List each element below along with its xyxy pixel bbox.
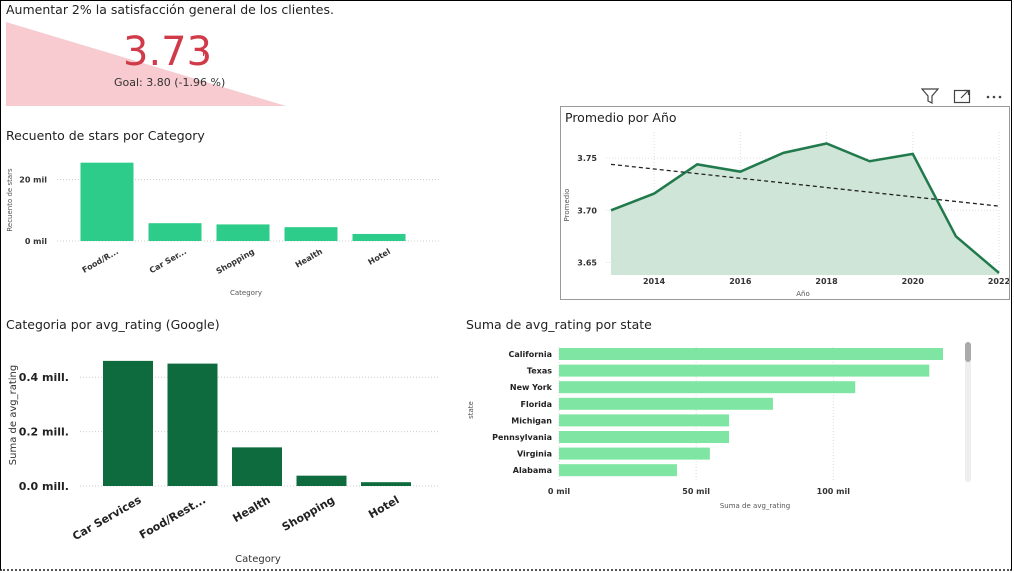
chart-promedio-ylabel: Promedio [563,189,571,222]
y-tick-label: Florida [520,400,552,409]
chart-promedio[interactable]: Promedio Año 3.65 3.70 3.75 2014 2016 2018 202… [561,107,1009,299]
scrollbar-thumb[interactable] [965,342,971,362]
chart-google-xlabel: Category [235,554,281,565]
bar [559,348,943,360]
x-tick-label: Food/R... [81,247,120,275]
x-tick-label: 2016 [729,277,752,286]
bar [103,360,153,486]
chart-state[interactable]: state Suma de avg_rating 0 mil 50 mil 100 … [460,335,960,520]
more-options-icon[interactable] [984,86,1004,106]
bar [352,233,406,241]
y-tick-label: Pennsylvania [492,433,552,442]
bar [284,227,338,241]
bar [559,397,773,410]
x-tick-label: Food/Rest... [137,493,208,541]
chart-promedio-xlabel: Año [796,290,810,298]
y-tick-label: Texas [527,367,552,376]
bar [148,223,202,241]
kpi-value[interactable]: 3.73 [123,29,213,75]
chart-google[interactable]: Suma de avg_rating Category 0.0 mill. 0.2… [0,335,450,570]
trend-line [610,163,1000,207]
y-tick-label: 0 mil [25,237,47,246]
series-line [610,142,1000,274]
bar [559,381,856,394]
x-tick-label: 2014 [643,277,666,286]
chart-state-title: Suma de avg_rating por state [466,317,652,332]
bar [232,447,282,486]
y-tick-label: 20 mil [19,176,47,185]
chart-state-xlabel: Suma de avg_rating [720,502,790,510]
bar [167,363,218,486]
x-tick-label: Car Ser... [148,247,188,275]
y-tick-label: 3.65 [577,258,597,267]
visual-header-toolbar [920,86,1004,106]
kpi-goal: Goal: 3.80 (-1.96 %) [114,76,226,89]
x-tick-label: 100 mil [817,487,851,496]
y-tick-label: California [508,350,552,359]
x-tick-label: Health [231,493,273,525]
chart-stars-xlabel: Category [230,289,262,297]
chart-state-ylabel: state [467,401,475,419]
x-tick-label: Health [294,247,325,270]
bar [559,364,930,377]
bar [559,431,730,443]
y-tick-label: 0.0 mill. [19,480,69,493]
y-tick-label: Virginia [517,450,552,459]
x-tick-label: 0 mil [548,487,570,496]
y-tick-label: Alabama [513,466,552,475]
x-tick-label: Shopping [215,247,257,276]
state-chart-scrollbar[interactable] [965,342,971,482]
chart-stars-ylabel: Recuento de stars [6,168,14,232]
y-tick-label: New York [510,383,553,392]
chart-stars-title: Recuento de stars por Category [6,128,205,143]
chart-stars[interactable]: Recuento de stars Category 0 mil 20 mil Fo… [0,145,450,305]
bar [361,482,411,486]
kpi-background-triangle [6,22,286,106]
kpi-tick-mark [203,46,204,56]
x-tick-label: Car Services [70,493,144,543]
chart-google-ylabel: Suma de avg_rating [8,365,19,465]
chart-promedio-card[interactable]: Promedio por Año Promedio Año 3.65 3.70 3.… [560,106,1010,300]
y-tick-label: 3.70 [577,206,597,215]
x-tick-label: Hotel [366,493,401,521]
focus-mode-icon[interactable] [952,86,972,106]
area-fill [611,143,999,275]
bar [296,475,347,486]
y-tick-label: 3.75 [577,154,597,163]
chart-promedio-title: Promedio por Año [565,110,677,125]
filter-icon[interactable] [920,86,940,106]
x-tick-label: 2022 [988,277,1009,286]
x-tick-label: Shopping [280,493,337,534]
y-tick-label: 0.4 mill. [19,371,69,384]
bar [559,414,730,427]
y-tick-label: 0.2 mill. [19,426,69,439]
bar [559,464,677,477]
y-tick-label: Michigan [511,416,552,425]
kpi-title: Aumentar 2% la satisfacción general de l… [6,2,334,17]
x-tick-label: 50 mil [682,487,710,496]
x-tick-label: 2020 [902,277,925,286]
bar [559,447,710,460]
bar [80,162,134,241]
x-tick-label: Hotel [367,247,393,267]
x-tick-label: 2018 [815,277,838,286]
chart-google-title: Categoria por avg_rating (Google) [6,317,220,332]
bar [216,224,270,241]
